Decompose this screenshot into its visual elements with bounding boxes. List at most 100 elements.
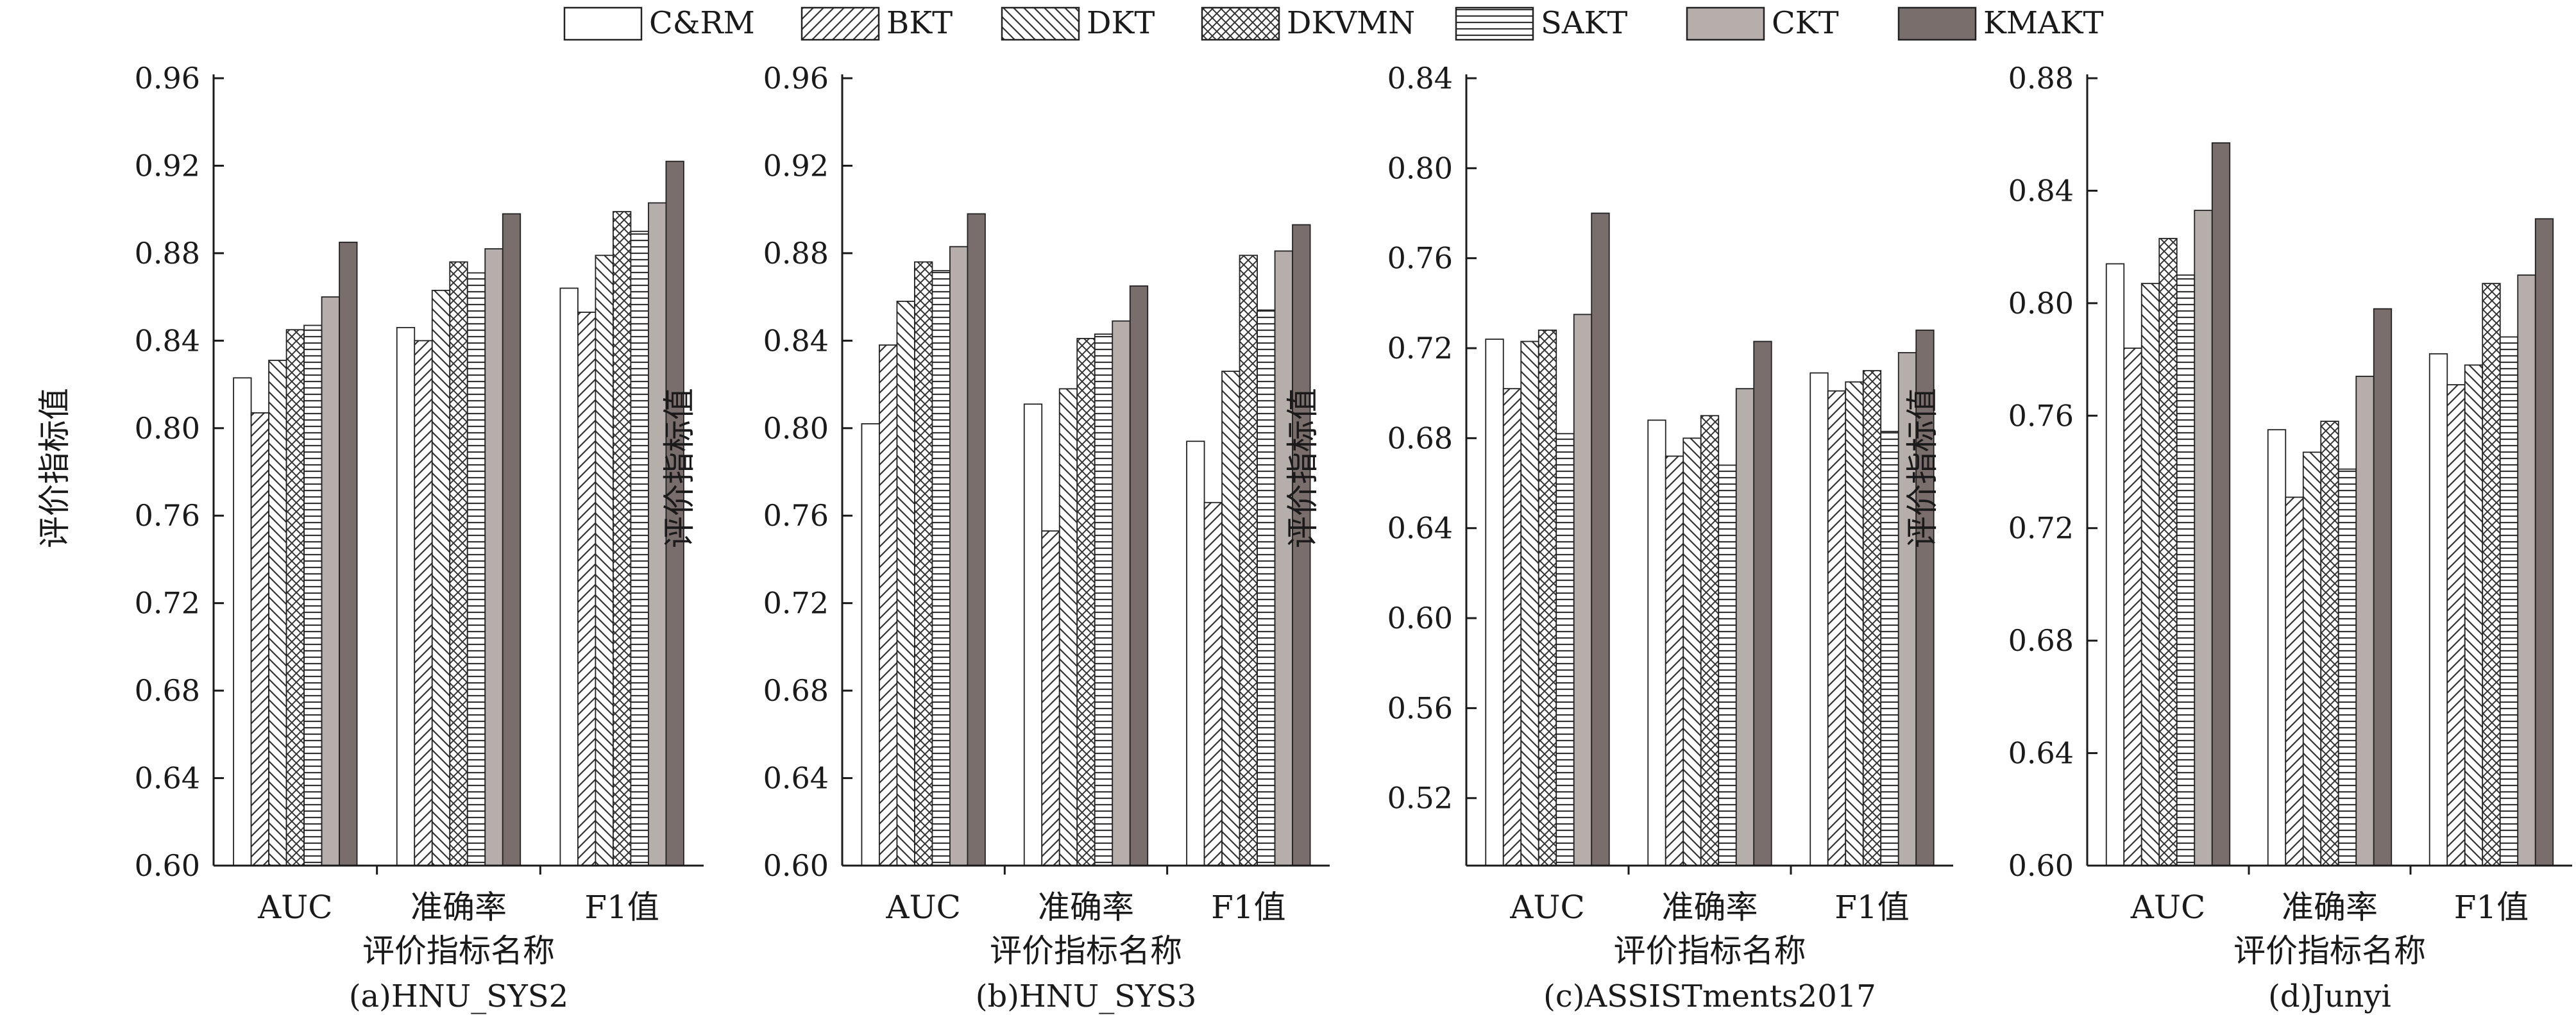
y-tick-label: 0.80 — [763, 411, 829, 446]
bar-sakt-3 — [1880, 430, 1899, 866]
y-tick-label: 0.92 — [763, 148, 829, 183]
x-tick-label: AUC — [1509, 889, 1585, 926]
bar-c-rm-1 — [233, 377, 252, 866]
bar-bkt-1 — [879, 344, 898, 866]
bar-bkt-3 — [1827, 390, 1847, 866]
y-tick-label: 0.96 — [135, 61, 200, 96]
y-tick-label: 0.76 — [1387, 241, 1453, 276]
legend-swatch — [1455, 6, 1534, 41]
y-tick-label: 0.92 — [135, 148, 200, 183]
bar-ckt-1 — [2194, 210, 2213, 866]
bar-sakt-1 — [2176, 274, 2196, 866]
chart-panel-4: 0.60 0.64 0.68 0.72 0.76 0.80 0.84 0.88 AUC 准确率 F1… — [1904, 61, 2572, 1014]
y-tick-label: 0.76 — [763, 498, 829, 533]
bar-bkt-1 — [2123, 348, 2142, 866]
bar-c-rm-2 — [1647, 419, 1666, 866]
bar-dkvmn-2 — [449, 261, 468, 866]
chart-panel-1: 0.60 0.64 0.68 0.72 0.76 0.80 0.84 0.88 0.92 0.96… — [36, 61, 704, 1014]
y-tick-label: 0.68 — [763, 673, 829, 708]
bar-sakt-2 — [1094, 333, 1114, 866]
y-tick-label: 0.52 — [1387, 781, 1453, 816]
bar-bkt-3 — [1203, 501, 1223, 866]
x-axis-label: 评价指标名称 — [1614, 932, 1806, 969]
y-axis-label: 评价指标值 — [1284, 388, 1321, 548]
chart-caption: (a)HNU_SYS2 — [349, 978, 568, 1014]
bar-dkvmn-3 — [2482, 283, 2501, 866]
y-tick-label: 0.80 — [135, 411, 200, 446]
x-axis-label: 评价指标名称 — [990, 932, 1182, 969]
bar-ckt-2 — [2355, 375, 2375, 866]
x-tick-label: AUC — [257, 889, 333, 926]
y-tick-label: 0.60 — [1387, 601, 1453, 635]
bar-c-rm-2 — [2267, 429, 2287, 866]
y-tick-label: 0.60 — [2008, 848, 2074, 883]
bar-dkt-3 — [1221, 371, 1241, 866]
y-tick-label: 0.72 — [2008, 511, 2074, 546]
legend: C&RM BKT DKT DKVMN SAKT CKT KMAKT — [563, 5, 2104, 41]
y-tick-label: 0.96 — [763, 61, 829, 96]
bar-bkt-1 — [1502, 388, 1522, 866]
y-tick-label: 0.56 — [1387, 691, 1453, 725]
bar-ckt-1 — [1573, 314, 1593, 866]
y-tick-label: 0.88 — [763, 236, 829, 271]
bar-dkt-1 — [1520, 340, 1539, 866]
bar-dkvmn-1 — [1538, 330, 1557, 866]
y-tick-label: 0.84 — [763, 323, 829, 358]
bar-kmakt-2 — [1129, 285, 1149, 866]
x-axis-label: 评价指标名称 — [362, 932, 555, 969]
bar-kmakt-1 — [967, 213, 986, 866]
bar-dkvmn-2 — [2320, 421, 2339, 866]
bar-dkt-1 — [268, 360, 287, 866]
bar-kmakt-2 — [2373, 308, 2393, 866]
x-axis-label: 评价指标名称 — [2233, 932, 2426, 969]
y-tick-label: 0.80 — [2008, 286, 2074, 321]
bar-bkt-3 — [577, 312, 597, 866]
bar-sakt-2 — [2337, 468, 2357, 866]
bar-sakt-1 — [1555, 433, 1575, 866]
bar-kmakt-3 — [1292, 224, 1311, 866]
legend-label: KMAKT — [1983, 5, 2104, 41]
bar-sakt-1 — [931, 270, 951, 866]
y-tick-label: 0.80 — [1387, 151, 1453, 185]
legend-item-kmakt: KMAKT — [1897, 5, 2104, 41]
bar-sakt-3 — [2499, 336, 2519, 866]
bar-kmakt-3 — [2534, 218, 2554, 866]
bar-dkt-3 — [595, 255, 614, 866]
legend-swatch — [801, 6, 880, 41]
chart-caption: (c)ASSISTments2017 — [1543, 978, 1876, 1014]
y-tick-label: 0.88 — [2008, 61, 2074, 96]
legend-item-c-rm: C&RM — [563, 5, 755, 41]
x-tick-label: F1值 — [1835, 889, 1910, 926]
chart-caption: (b)HNU_SYS3 — [976, 978, 1196, 1014]
bar-bkt-2 — [1665, 455, 1684, 866]
bar-dkt-3 — [1845, 381, 1864, 866]
y-axis-label: 评价指标值 — [1904, 388, 1941, 548]
bar-ckt-2 — [484, 248, 504, 866]
legend-label: SAKT — [1541, 5, 1627, 41]
x-tick-label: F1值 — [584, 889, 659, 926]
legend-swatch — [1686, 6, 1765, 41]
bar-bkt-2 — [414, 340, 433, 866]
y-tick-label: 0.84 — [135, 323, 200, 358]
bar-ckt-1 — [321, 296, 340, 866]
bar-sakt-2 — [466, 272, 486, 866]
bar-kmakt-3 — [665, 160, 684, 866]
bar-c-rm-1 — [2105, 263, 2125, 866]
legend-item-dkvmn: DKVMN — [1201, 5, 1415, 41]
y-tick-label: 0.84 — [2008, 173, 2074, 208]
y-tick-label: 0.68 — [135, 673, 200, 708]
bar-dkvmn-1 — [914, 261, 933, 866]
bar-kmakt-1 — [339, 241, 358, 866]
y-tick-label: 0.72 — [1387, 331, 1453, 365]
bar-kmakt-2 — [502, 213, 521, 866]
legend-item-sakt: SAKT — [1455, 5, 1627, 41]
bar-ckt-1 — [949, 246, 969, 866]
charts: 0.60 0.64 0.68 0.72 0.76 0.80 0.84 0.88 0.92 0.96… — [36, 61, 2572, 1014]
bar-c-rm-1 — [1485, 339, 1504, 866]
bar-c-rm-3 — [1809, 372, 1829, 866]
bar-dkt-2 — [1058, 388, 1078, 866]
bar-dkt-1 — [2140, 283, 2160, 866]
bar-dkt-2 — [431, 289, 451, 866]
bar-c-rm-3 — [2428, 353, 2448, 866]
